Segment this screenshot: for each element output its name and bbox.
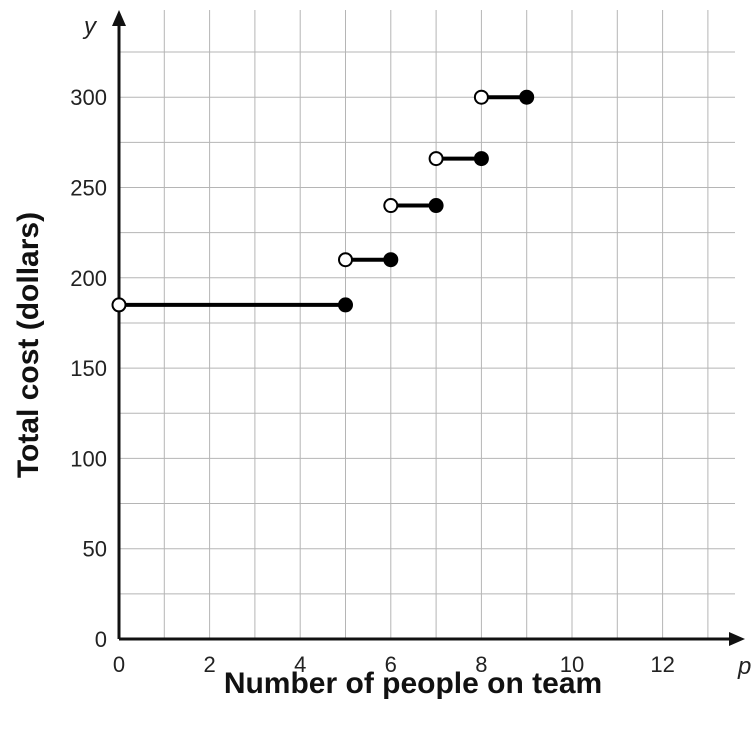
closed-endpoint xyxy=(338,297,353,313)
x-axis-arrowhead xyxy=(729,632,745,646)
y-tick-label: 100 xyxy=(70,446,107,471)
x-tick-label: 6 xyxy=(385,652,397,677)
open-endpoint xyxy=(338,252,353,268)
x-tick-label: 0 xyxy=(113,652,125,677)
open-endpoint xyxy=(473,89,489,105)
y-tick-label: 0 xyxy=(95,627,107,652)
axes xyxy=(112,10,745,646)
y-tick-label: 300 xyxy=(70,85,107,110)
y-tick-labels: 0 50 100 150 200 250 300 xyxy=(70,85,107,652)
open-endpoint xyxy=(383,198,399,214)
x-tick-label: 8 xyxy=(475,652,487,677)
closed-endpoint xyxy=(473,151,489,167)
y-axis-title: Total cost (dollars) xyxy=(12,212,45,478)
y-variable-label: y xyxy=(82,13,98,40)
x-tick-label: 12 xyxy=(650,652,674,677)
step-series xyxy=(111,89,535,313)
x-tick-labels: 0 2 4 6 8 10 12 xyxy=(113,652,675,677)
y-tick-label: 250 xyxy=(70,176,107,201)
y-tick-label: 150 xyxy=(70,356,107,381)
x-tick-label: 4 xyxy=(294,652,306,677)
y-axis-arrowhead xyxy=(112,10,126,26)
x-tick-label: 2 xyxy=(203,652,215,677)
closed-endpoint xyxy=(383,252,399,268)
grid xyxy=(119,10,735,639)
open-endpoint xyxy=(428,151,444,167)
y-tick-label: 200 xyxy=(70,266,107,291)
x-tick-label: 10 xyxy=(560,652,584,677)
closed-endpoint xyxy=(519,89,535,105)
open-endpoint xyxy=(111,297,127,313)
x-variable-label: p xyxy=(737,653,751,680)
closed-endpoint xyxy=(428,198,444,214)
y-tick-label: 50 xyxy=(83,537,107,562)
x-axis-title: Number of people on team xyxy=(224,667,602,700)
